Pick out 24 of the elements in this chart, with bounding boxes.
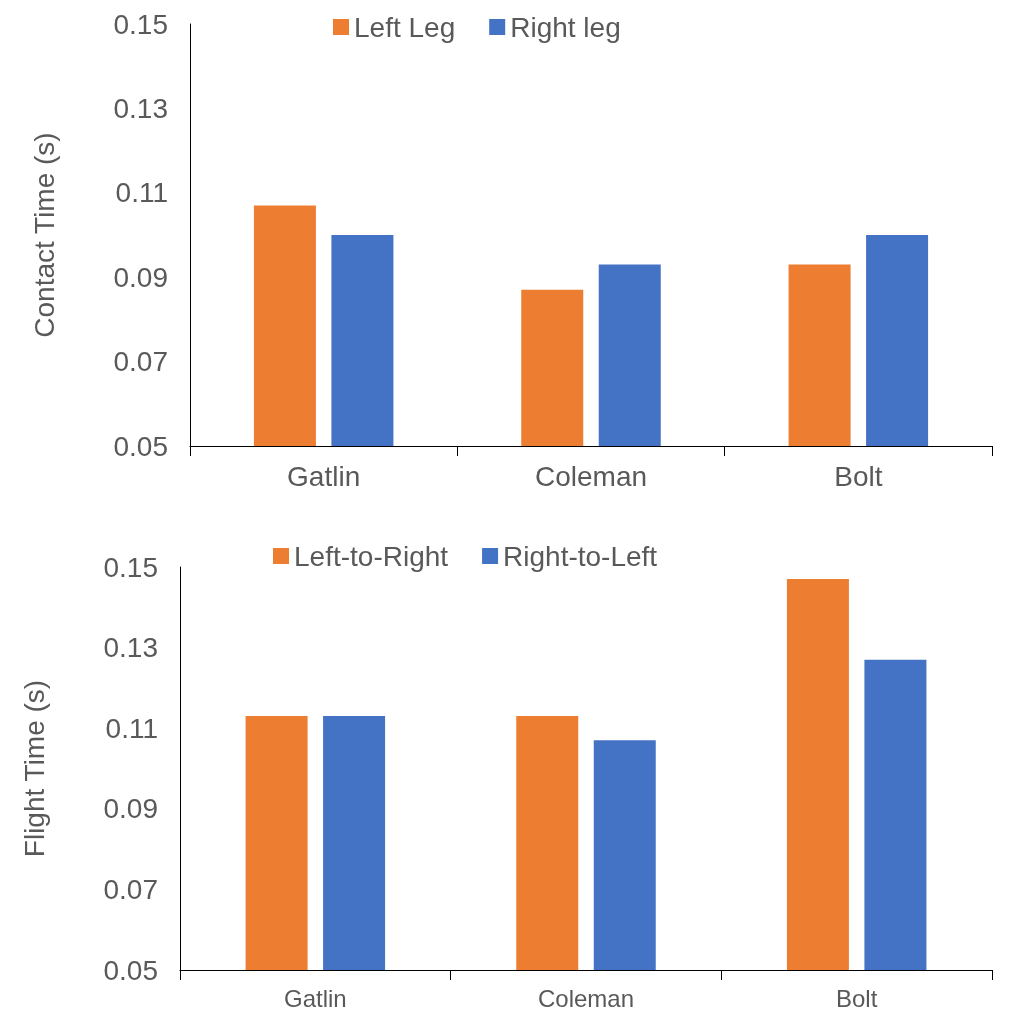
y-tick-label: 0.11	[105, 712, 158, 744]
y-tick-label: 0.13	[113, 92, 168, 124]
y-tick-label: 0.05	[113, 430, 168, 462]
y-axis-title: Flight Time (s)	[18, 679, 50, 858]
y-tick-label: 0.09	[113, 261, 168, 293]
y-tick-label: 0.09	[103, 793, 158, 825]
x-tick-label: Coleman	[537, 984, 635, 1012]
y-tick-label: 0.05	[103, 954, 158, 986]
y-tick-label: 0.15	[103, 551, 158, 583]
x-tick-label: Bolt	[834, 460, 883, 492]
legend-label: Left Leg	[354, 11, 456, 43]
y-tick-label: 0.13	[103, 632, 158, 664]
legend-label: Right-to-Left	[503, 540, 658, 572]
legend-label: Left-to-Right	[294, 540, 449, 572]
x-tick-label: Gatlin	[287, 460, 361, 492]
y-tick-label: 0.11	[115, 177, 168, 209]
y-tick-label: 0.15	[113, 8, 168, 40]
x-tick-label: Gatlin	[283, 984, 347, 1012]
y-tick-label: 0.07	[113, 346, 168, 378]
legend-label: Right leg	[510, 11, 621, 43]
x-tick-label: Coleman	[534, 460, 648, 492]
x-tick-label: Bolt	[835, 984, 878, 1012]
y-axis-title: Contact Time (s)	[28, 132, 60, 338]
y-tick-label: 0.07	[103, 873, 158, 905]
